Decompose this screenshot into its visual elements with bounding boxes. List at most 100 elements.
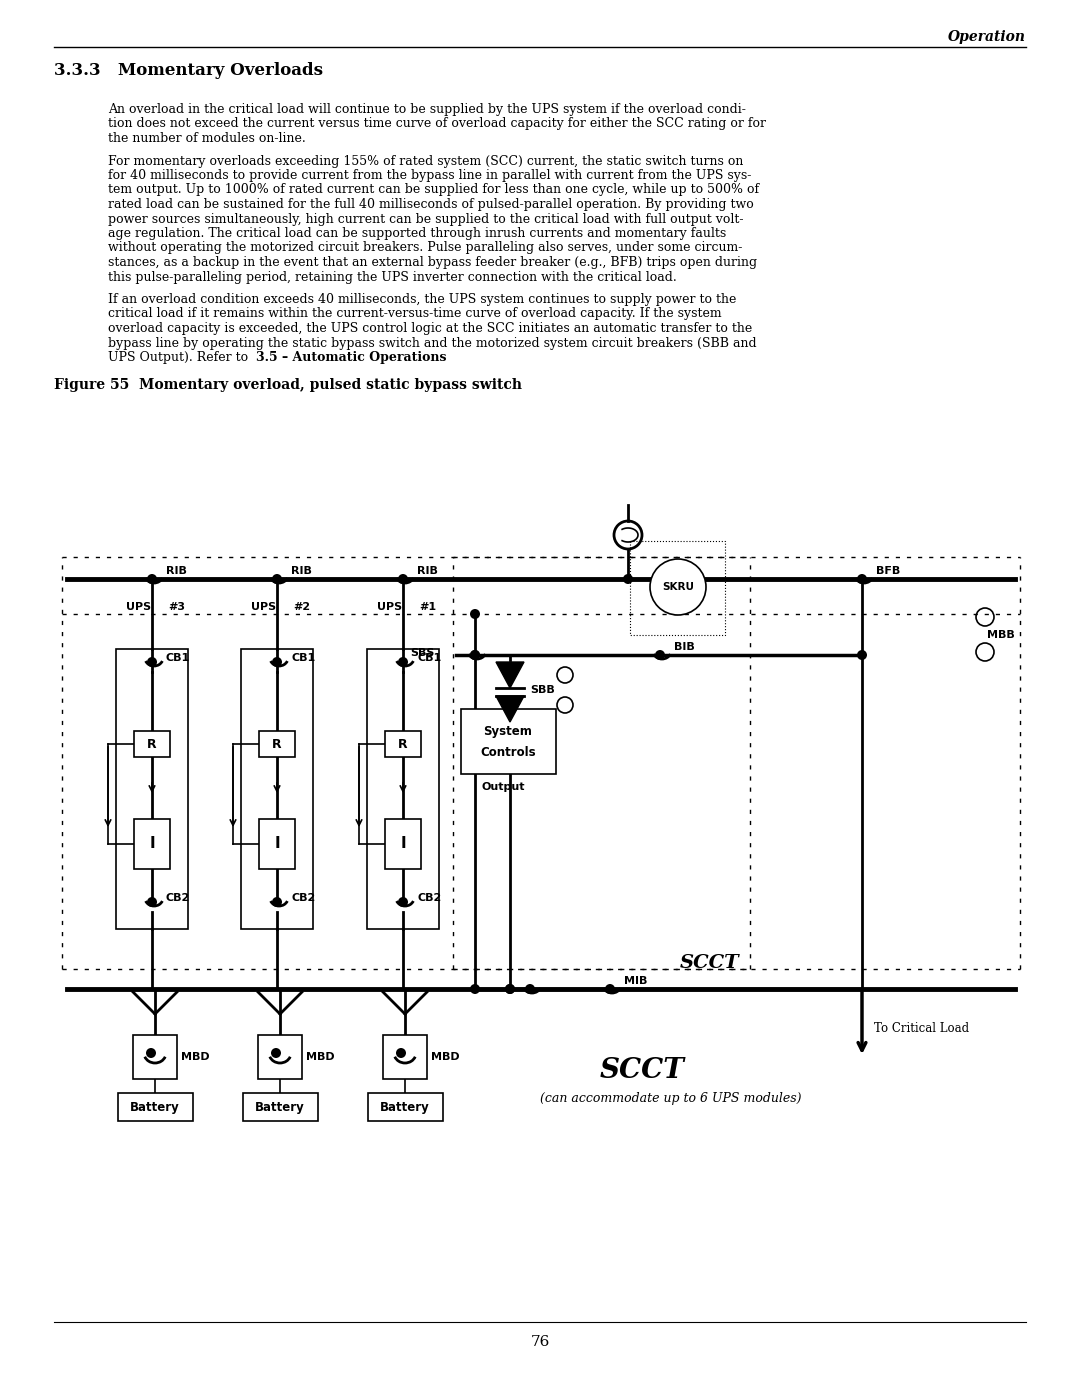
Text: Battery: Battery bbox=[255, 1101, 305, 1113]
Text: stances, as a backup in the event that an external bypass feeder breaker (e.g., : stances, as a backup in the event that a… bbox=[108, 256, 757, 270]
Text: RIB: RIB bbox=[291, 566, 312, 576]
Text: Output: Output bbox=[482, 782, 525, 792]
Text: To Critical Load: To Critical Load bbox=[874, 1023, 969, 1035]
Circle shape bbox=[272, 574, 282, 584]
Circle shape bbox=[470, 650, 480, 659]
Text: RIB: RIB bbox=[417, 566, 437, 576]
Bar bbox=[384, 819, 421, 869]
Text: 3.5 – Automatic Operations: 3.5 – Automatic Operations bbox=[256, 351, 446, 365]
Text: for 40 milliseconds to provide current from the bypass line in parallel with cur: for 40 milliseconds to provide current f… bbox=[108, 169, 752, 182]
Bar bbox=[134, 731, 170, 757]
Text: CB2: CB2 bbox=[291, 893, 315, 902]
Text: UPS Output). Refer to: UPS Output). Refer to bbox=[108, 351, 252, 365]
Text: If an overload condition exceeds 40 milliseconds, the UPS system continues to su: If an overload condition exceeds 40 mill… bbox=[108, 293, 737, 306]
Bar bbox=[461, 710, 556, 774]
Text: Battery: Battery bbox=[380, 1101, 430, 1113]
Text: this pulse-paralleling period, retaining the UPS inverter connection with the cr: this pulse-paralleling period, retaining… bbox=[108, 271, 677, 284]
Text: UPS: UPS bbox=[126, 602, 151, 612]
Text: An overload in the critical load will continue to be supplied by the UPS system : An overload in the critical load will co… bbox=[108, 103, 746, 116]
Bar bbox=[243, 1092, 318, 1120]
Text: tem output. Up to 1000% of rated current can be supplied for less than one cycle: tem output. Up to 1000% of rated current… bbox=[108, 183, 759, 197]
Circle shape bbox=[505, 983, 515, 995]
Circle shape bbox=[654, 650, 665, 659]
Text: I: I bbox=[274, 837, 280, 852]
Text: 3.3.3   Momentary Overloads: 3.3.3 Momentary Overloads bbox=[54, 61, 323, 80]
Text: CB1: CB1 bbox=[417, 652, 442, 664]
Text: MBD: MBD bbox=[431, 1052, 460, 1062]
Text: SCCT: SCCT bbox=[600, 1058, 685, 1084]
Circle shape bbox=[525, 983, 535, 995]
Bar bbox=[241, 650, 313, 929]
Text: .: . bbox=[404, 351, 408, 365]
Circle shape bbox=[147, 574, 157, 584]
Bar bbox=[259, 731, 295, 757]
Polygon shape bbox=[496, 696, 524, 722]
Text: age regulation. The critical load can be supported through inrush currents and m: age regulation. The critical load can be… bbox=[108, 226, 726, 240]
Bar bbox=[384, 731, 421, 757]
Text: I: I bbox=[401, 837, 406, 852]
Circle shape bbox=[470, 983, 480, 995]
Text: CB1: CB1 bbox=[291, 652, 315, 664]
Text: 76: 76 bbox=[530, 1336, 550, 1350]
Circle shape bbox=[272, 897, 282, 907]
Text: #2: #2 bbox=[293, 602, 310, 612]
Circle shape bbox=[623, 574, 633, 584]
Text: #3: #3 bbox=[168, 602, 185, 612]
Text: R: R bbox=[399, 738, 408, 750]
Bar bbox=[259, 819, 295, 869]
Text: Figure 55  Momentary overload, pulsed static bypass switch: Figure 55 Momentary overload, pulsed sta… bbox=[54, 377, 522, 391]
Text: the number of modules on-line.: the number of modules on-line. bbox=[108, 131, 306, 145]
Circle shape bbox=[396, 1048, 406, 1058]
Circle shape bbox=[399, 657, 408, 666]
Text: overload capacity is exceeded, the UPS control logic at the SCC initiates an aut: overload capacity is exceeded, the UPS c… bbox=[108, 321, 753, 335]
Text: I: I bbox=[149, 837, 154, 852]
Bar bbox=[383, 1035, 427, 1078]
Text: SCCT: SCCT bbox=[680, 954, 740, 972]
Circle shape bbox=[271, 1048, 281, 1058]
Text: #1: #1 bbox=[419, 602, 436, 612]
Text: CB1: CB1 bbox=[166, 652, 190, 664]
Text: SBB: SBB bbox=[530, 685, 555, 694]
Text: Controls: Controls bbox=[481, 746, 536, 759]
Circle shape bbox=[470, 609, 480, 619]
Polygon shape bbox=[496, 662, 524, 687]
Circle shape bbox=[146, 1048, 156, 1058]
Text: BFB: BFB bbox=[876, 566, 901, 576]
Circle shape bbox=[147, 897, 157, 907]
Text: MBB: MBB bbox=[987, 630, 1015, 640]
Bar bbox=[368, 1092, 443, 1120]
Text: RIB: RIB bbox=[166, 566, 187, 576]
Text: Battery: Battery bbox=[130, 1101, 180, 1113]
Circle shape bbox=[470, 650, 480, 659]
Circle shape bbox=[858, 574, 867, 584]
Bar bbox=[118, 1092, 193, 1120]
Text: SKRU: SKRU bbox=[662, 583, 694, 592]
Text: SBS: SBS bbox=[410, 648, 435, 658]
Circle shape bbox=[605, 983, 615, 995]
Text: UPS: UPS bbox=[377, 602, 402, 612]
Text: rated load can be sustained for the full 40 milliseconds of pulsed-parallel oper: rated load can be sustained for the full… bbox=[108, 198, 754, 211]
Text: MBD: MBD bbox=[306, 1052, 335, 1062]
Bar bbox=[258, 1035, 302, 1078]
Bar bbox=[134, 819, 170, 869]
Text: R: R bbox=[272, 738, 282, 750]
Circle shape bbox=[399, 897, 408, 907]
Circle shape bbox=[650, 559, 706, 615]
Bar bbox=[116, 650, 188, 929]
Circle shape bbox=[147, 657, 157, 666]
Text: power sources simultaneously, high current can be supplied to the critical load : power sources simultaneously, high curre… bbox=[108, 212, 743, 225]
Text: bypass line by operating the static bypass switch and the motorized system circu: bypass line by operating the static bypa… bbox=[108, 337, 757, 349]
Circle shape bbox=[399, 574, 408, 584]
Circle shape bbox=[505, 983, 515, 995]
Bar bbox=[367, 650, 438, 929]
Text: R: R bbox=[147, 738, 157, 750]
Text: MIB: MIB bbox=[624, 977, 647, 986]
Text: Operation: Operation bbox=[948, 29, 1026, 43]
Text: (can accommodate up to 6 UPS modules): (can accommodate up to 6 UPS modules) bbox=[540, 1092, 801, 1105]
Text: critical load if it remains within the current-versus-time curve of overload cap: critical load if it remains within the c… bbox=[108, 307, 721, 320]
Bar bbox=[133, 1035, 177, 1078]
Text: CB2: CB2 bbox=[166, 893, 190, 902]
Text: tion does not exceed the current versus time curve of overload capacity for eith: tion does not exceed the current versus … bbox=[108, 117, 766, 130]
Text: BIB: BIB bbox=[674, 643, 694, 652]
Text: For momentary overloads exceeding 155% of rated system (SCC) current, the static: For momentary overloads exceeding 155% o… bbox=[108, 155, 743, 168]
